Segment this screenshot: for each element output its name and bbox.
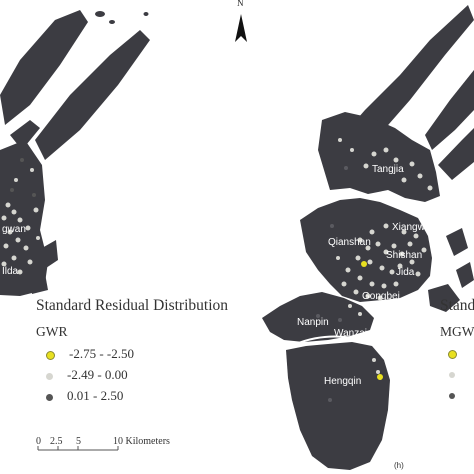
map-label-xiangwan: Xiangwan: [392, 222, 436, 233]
left-residual-points-high: [10, 158, 36, 197]
map-label-wanzai: Wanzai: [334, 328, 367, 339]
legend-symbol-mid: [46, 372, 53, 380]
right-land-strip-2: [425, 70, 474, 150]
map-label-hengqin: Hengqin: [324, 376, 361, 387]
north-arrow-icon: N: [235, 0, 247, 42]
left-residual-points: [1, 168, 40, 275]
map-label-nanpin: Nanpin: [297, 317, 329, 328]
right-legend-symbol-high: [449, 393, 455, 399]
left-map: [0, 10, 150, 296]
right-legend-model: MGW: [440, 324, 474, 339]
right-residual-points-high: [316, 166, 348, 402]
right-land-hengqin: [286, 342, 390, 470]
map-label-gongbei: Gongbei: [362, 291, 400, 302]
left-land-strip-1: [0, 10, 88, 125]
north-label: N: [237, 0, 244, 8]
left-map-label-2: Ilda: [2, 266, 19, 277]
right-land-central: [300, 198, 432, 302]
legend-item-low: -2.75 - -2.50: [36, 346, 134, 362]
right-residual-points-low: [361, 261, 383, 380]
legend-model: GWR: [36, 324, 68, 339]
right-legend-symbol-low: [448, 350, 457, 359]
left-land-strip-3: [10, 120, 40, 150]
left-scale-bar: 0 2.5 5 10 Kilometers: [36, 436, 170, 451]
right-residual-points: [336, 138, 433, 374]
map-label-tangjia: Tangjia: [372, 164, 404, 175]
legend-symbol-low: [46, 350, 55, 360]
map-label-shishan: Shishan: [386, 250, 422, 261]
left-land-strip-2: [35, 30, 150, 160]
legend-symbol-high: [46, 393, 53, 401]
legend-item-high: 0.01 - 2.50: [36, 388, 123, 404]
legend-item-mid: -2.49 - 0.00: [36, 367, 128, 383]
panel-label: (h): [394, 461, 404, 470]
map-label-qianshan: Qianshan: [328, 237, 371, 248]
left-map-label-1: gwan: [2, 224, 26, 235]
map-label-jida: Jida: [396, 267, 415, 278]
right-land-north-body: [318, 112, 440, 202]
right-legend-title: Stand: [440, 297, 474, 314]
scale-tick-1: 2.5: [50, 436, 63, 447]
legend-title: Standard Residual Distribution: [36, 297, 229, 314]
right-land-strip-3: [438, 128, 474, 180]
right-legend-symbol-mid: [449, 372, 455, 378]
scale-tick-0: 0: [36, 436, 41, 447]
scale-tick-3: 10 Kilometers: [113, 436, 170, 447]
scale-tick-2: 5: [76, 436, 81, 447]
right-river-band: [295, 335, 373, 345]
